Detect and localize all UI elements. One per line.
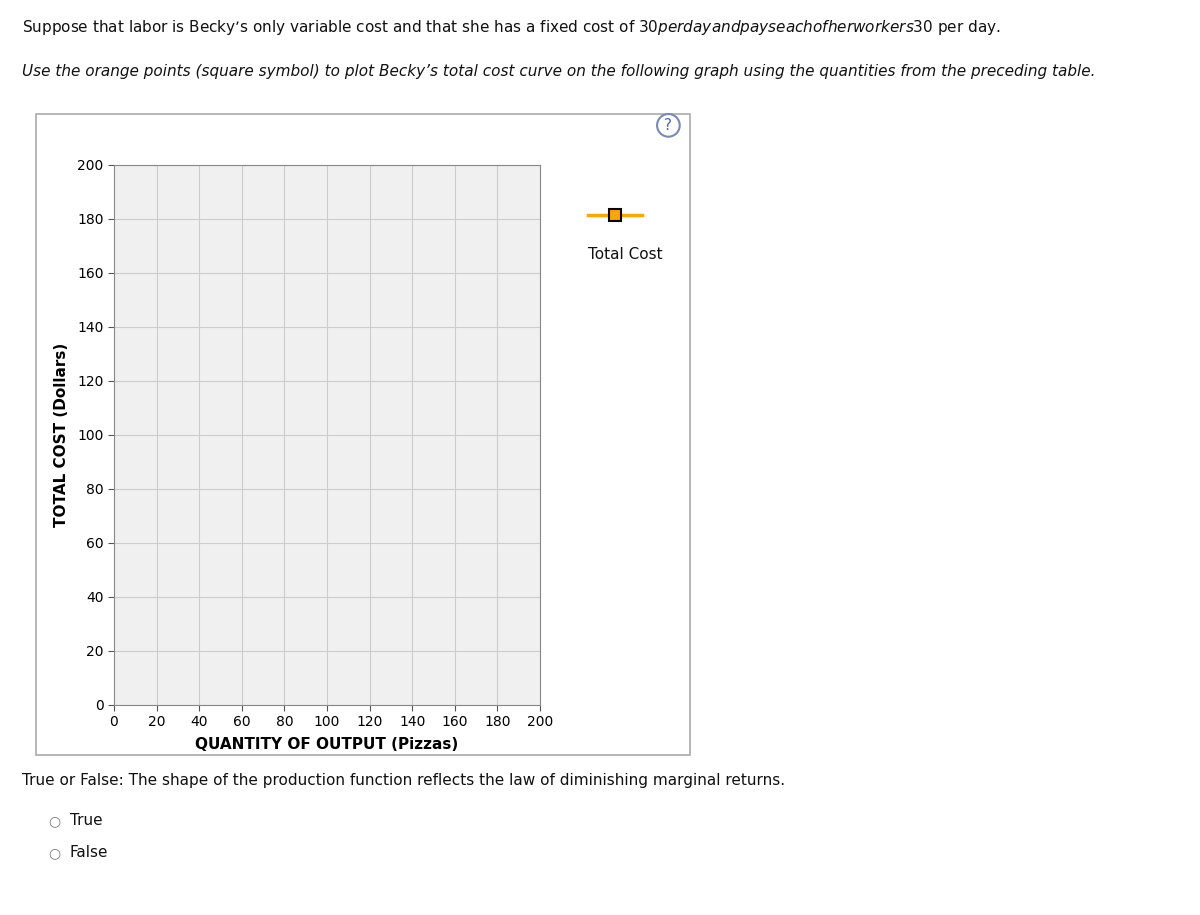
- X-axis label: QUANTITY OF OUTPUT (Pizzas): QUANTITY OF OUTPUT (Pizzas): [196, 737, 458, 752]
- Text: Total Cost: Total Cost: [588, 247, 662, 262]
- Y-axis label: TOTAL COST (Dollars): TOTAL COST (Dollars): [54, 342, 68, 527]
- Text: ○: ○: [48, 845, 60, 860]
- Text: ?: ?: [665, 118, 672, 133]
- Text: True: True: [70, 813, 102, 828]
- Text: ○: ○: [48, 813, 60, 828]
- Text: Suppose that labor is Becky’s only variable cost and that she has a fixed cost o: Suppose that labor is Becky’s only varia…: [22, 18, 1001, 38]
- Text: Use the orange points (square symbol) to plot Becky’s total cost curve on the fo: Use the orange points (square symbol) to…: [22, 64, 1096, 79]
- Text: True or False: The shape of the production function reflects the law of diminish: True or False: The shape of the producti…: [22, 773, 785, 788]
- Text: False: False: [70, 845, 108, 860]
